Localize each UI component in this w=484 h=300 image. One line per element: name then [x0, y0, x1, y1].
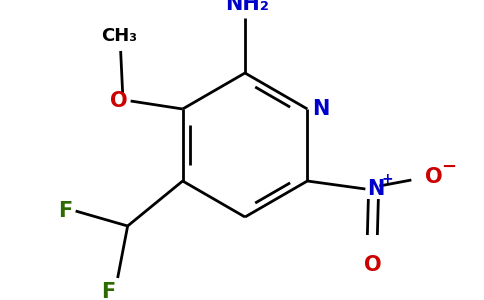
Text: N: N: [367, 179, 385, 199]
Text: N: N: [312, 99, 330, 119]
Text: F: F: [101, 282, 116, 300]
Text: O: O: [425, 167, 443, 187]
Text: F: F: [59, 201, 73, 221]
Text: O: O: [110, 91, 128, 111]
Text: +: +: [381, 172, 393, 186]
Text: NH₂: NH₂: [225, 0, 269, 14]
Text: CH₃: CH₃: [101, 27, 136, 45]
Text: −: −: [441, 158, 456, 176]
Text: O: O: [363, 255, 381, 275]
